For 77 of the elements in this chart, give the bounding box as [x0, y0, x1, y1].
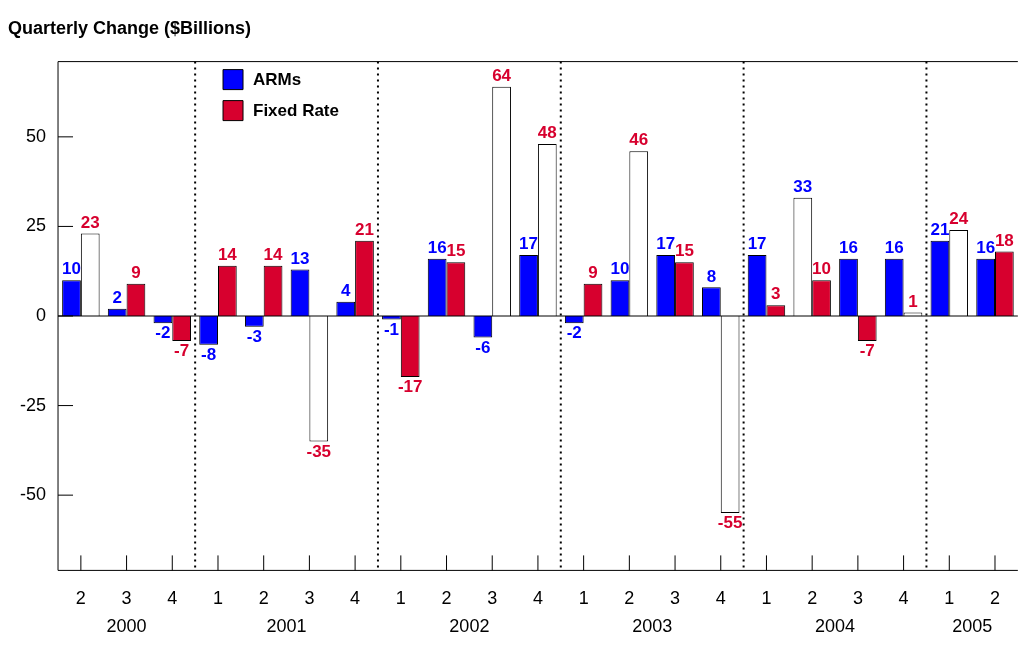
x-tick-label: 4 — [532, 588, 543, 609]
data-label: 8 — [706, 266, 717, 286]
y-tick-label: -50 — [20, 484, 47, 505]
data-label: 64 — [492, 65, 512, 85]
data-label: 16 — [427, 237, 447, 257]
data-label: 3 — [771, 284, 781, 304]
data-label: -3 — [246, 326, 262, 346]
x-tick-label: 2 — [75, 588, 86, 609]
x-tick-label: 3 — [852, 588, 863, 609]
y-axis-title: Quarterly Change ($Billions) — [8, 17, 252, 38]
data-label: 17 — [747, 234, 767, 254]
x-tick-label: 4 — [715, 588, 726, 609]
text: 2003 — [632, 616, 673, 637]
y-tick-label: 25 — [25, 215, 47, 236]
text: 2002 — [449, 616, 490, 637]
data-label: -55 — [717, 513, 743, 533]
data-label: -2 — [155, 323, 171, 343]
x-tick-label: 1 — [944, 588, 955, 609]
data-label: -7 — [859, 341, 875, 361]
data-label: 16 — [839, 237, 858, 257]
x-tick-label: 2 — [258, 588, 269, 609]
data-label: 15 — [674, 241, 694, 261]
x-tick-label: 1 — [578, 588, 589, 609]
legend-label: ARMs — [253, 70, 302, 90]
data-label: -8 — [201, 344, 217, 364]
data-label: -1 — [383, 319, 400, 339]
y-tick-label: -25 — [20, 394, 47, 415]
data-label: -7 — [174, 341, 190, 361]
x-tick-label: 2 — [441, 588, 452, 609]
data-label: 14 — [217, 245, 238, 265]
legend-label: Fixed Rate — [253, 101, 339, 121]
data-label: -17 — [397, 377, 423, 397]
y-tick-label: 50 — [25, 125, 47, 146]
data-label: 4 — [341, 280, 351, 300]
x-tick-label: 2 — [624, 588, 635, 609]
x-tick-label: 4 — [898, 588, 909, 609]
data-label: 21 — [355, 219, 374, 239]
x-tick-label: 2 — [807, 588, 818, 609]
data-label: 33 — [793, 176, 813, 196]
data-label: 13 — [290, 248, 310, 268]
data-label: 2 — [112, 288, 122, 308]
text: 2004 — [815, 616, 856, 637]
text: 2001 — [266, 616, 307, 637]
data-label: 23 — [80, 212, 100, 232]
data-label: 9 — [131, 262, 141, 282]
data-label: 48 — [537, 123, 557, 143]
data-label: -35 — [306, 441, 332, 461]
data-label: 15 — [446, 241, 466, 261]
data-label: 24 — [949, 209, 969, 229]
data-label: 10 — [62, 259, 81, 279]
data-label: 16 — [976, 237, 996, 257]
data-label: 21 — [930, 219, 950, 239]
x-tick-label: 1 — [212, 588, 223, 609]
x-tick-label: 3 — [670, 588, 681, 609]
data-label: -2 — [566, 323, 582, 343]
data-label: 46 — [629, 130, 649, 150]
text: 2005 — [952, 616, 993, 637]
x-tick-label: 4 — [350, 588, 361, 609]
x-tick-label: 1 — [761, 588, 772, 609]
x-tick-label: 3 — [487, 588, 498, 609]
y-tick-label: 0 — [36, 304, 47, 325]
data-label: 14 — [263, 245, 284, 265]
data-label: 9 — [588, 262, 598, 282]
x-tick-label: 3 — [304, 588, 315, 609]
data-label: 1 — [908, 291, 918, 311]
x-tick-label: 2 — [989, 588, 1000, 609]
x-tick-label: 1 — [395, 588, 406, 609]
data-label: 17 — [656, 234, 676, 254]
x-tick-label: 4 — [167, 588, 178, 609]
x-tick-label: 3 — [121, 588, 132, 609]
data-label: 17 — [519, 234, 539, 254]
data-label: 18 — [994, 230, 1014, 250]
data-label: -6 — [475, 337, 491, 357]
data-label: 10 — [812, 259, 831, 279]
data-label: 10 — [610, 259, 630, 279]
data-label: 16 — [884, 237, 904, 257]
text: 2000 — [106, 616, 147, 637]
